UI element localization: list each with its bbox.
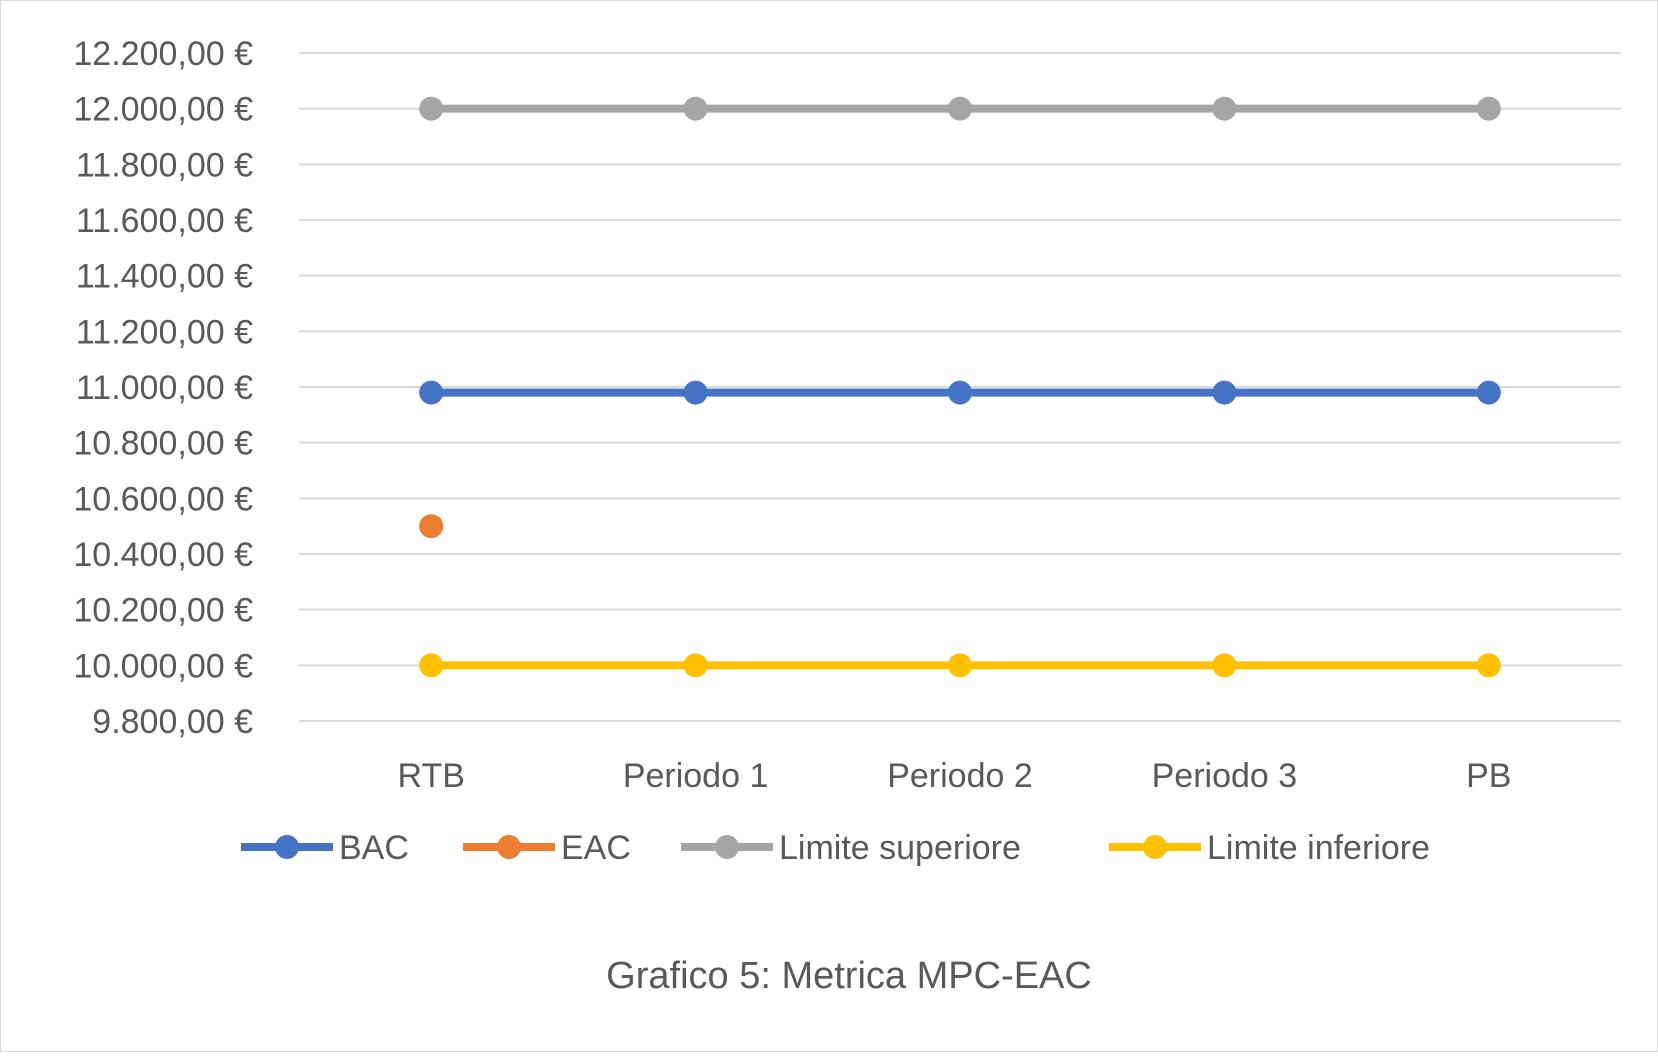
x-tick-label: Periodo 1 xyxy=(623,757,769,795)
x-tick-label: PB xyxy=(1466,757,1511,795)
legend: BAC EAC Limite superiore Limite inferiore xyxy=(241,829,1430,867)
x-tick-label: RTB xyxy=(398,757,465,795)
legend-marker xyxy=(497,835,521,859)
legend-label: BAC xyxy=(339,829,409,867)
data-point xyxy=(683,380,708,405)
data-point xyxy=(1212,653,1237,678)
series-1 xyxy=(419,514,444,539)
series-3 xyxy=(419,653,1501,678)
chart-caption: Grafico 5: Metrica MPC-EAC xyxy=(606,955,1092,997)
legend-item: BAC xyxy=(241,829,409,867)
y-tick-label: 11.400,00 € xyxy=(76,258,253,296)
data-point xyxy=(1212,96,1237,121)
data-point xyxy=(948,96,972,121)
legend-marker xyxy=(1143,835,1167,859)
series-layer xyxy=(419,96,1501,678)
data-point xyxy=(419,96,444,121)
y-axis-tick-labels: 9.800,00 € 10.000,00 € 10.200,00 € 10.400,0… xyxy=(73,35,253,741)
data-point xyxy=(1476,653,1501,678)
series-2 xyxy=(419,96,1501,121)
legend-item: Limite superiore xyxy=(681,829,1021,867)
y-tick-label: 10.400,00 € xyxy=(73,536,253,574)
x-axis-tick-labels: RTB Periodo 1 Periodo 2 Periodo 3 PB xyxy=(398,757,1512,795)
data-point xyxy=(419,653,444,678)
legend-label: EAC xyxy=(561,829,631,867)
data-point xyxy=(683,96,708,121)
y-tick-label: 11.600,00 € xyxy=(76,202,253,240)
data-point xyxy=(948,653,972,678)
y-tick-label: 10.800,00 € xyxy=(73,425,253,463)
y-tick-label: 11.000,00 € xyxy=(76,369,253,407)
y-tick-label: 11.200,00 € xyxy=(76,313,253,351)
y-tick-label: 12.200,00 € xyxy=(73,35,253,73)
data-point xyxy=(683,653,708,678)
y-tick-label: 12.000,00 € xyxy=(73,91,253,129)
legend-label: Limite inferiore xyxy=(1207,829,1430,867)
legend-marker xyxy=(275,835,299,859)
legend-item: EAC xyxy=(463,829,631,867)
data-point xyxy=(1476,380,1501,405)
y-tick-label: 10.600,00 € xyxy=(73,480,253,518)
y-tick-label: 9.800,00 € xyxy=(92,703,253,741)
data-point xyxy=(948,380,972,405)
x-tick-label: Periodo 3 xyxy=(1152,757,1298,795)
x-tick-label: Periodo 2 xyxy=(887,757,1033,795)
data-point xyxy=(419,514,444,539)
data-point xyxy=(1212,380,1237,405)
y-tick-label: 10.000,00 € xyxy=(73,647,253,685)
series-0 xyxy=(419,380,1501,405)
y-tick-label: 11.800,00 € xyxy=(76,146,253,184)
legend-label: Limite superiore xyxy=(779,829,1021,867)
data-point xyxy=(1476,96,1501,121)
legend-item: Limite inferiore xyxy=(1109,829,1430,867)
data-point xyxy=(419,380,444,405)
legend-marker xyxy=(715,835,739,859)
y-tick-label: 10.200,00 € xyxy=(73,592,253,630)
